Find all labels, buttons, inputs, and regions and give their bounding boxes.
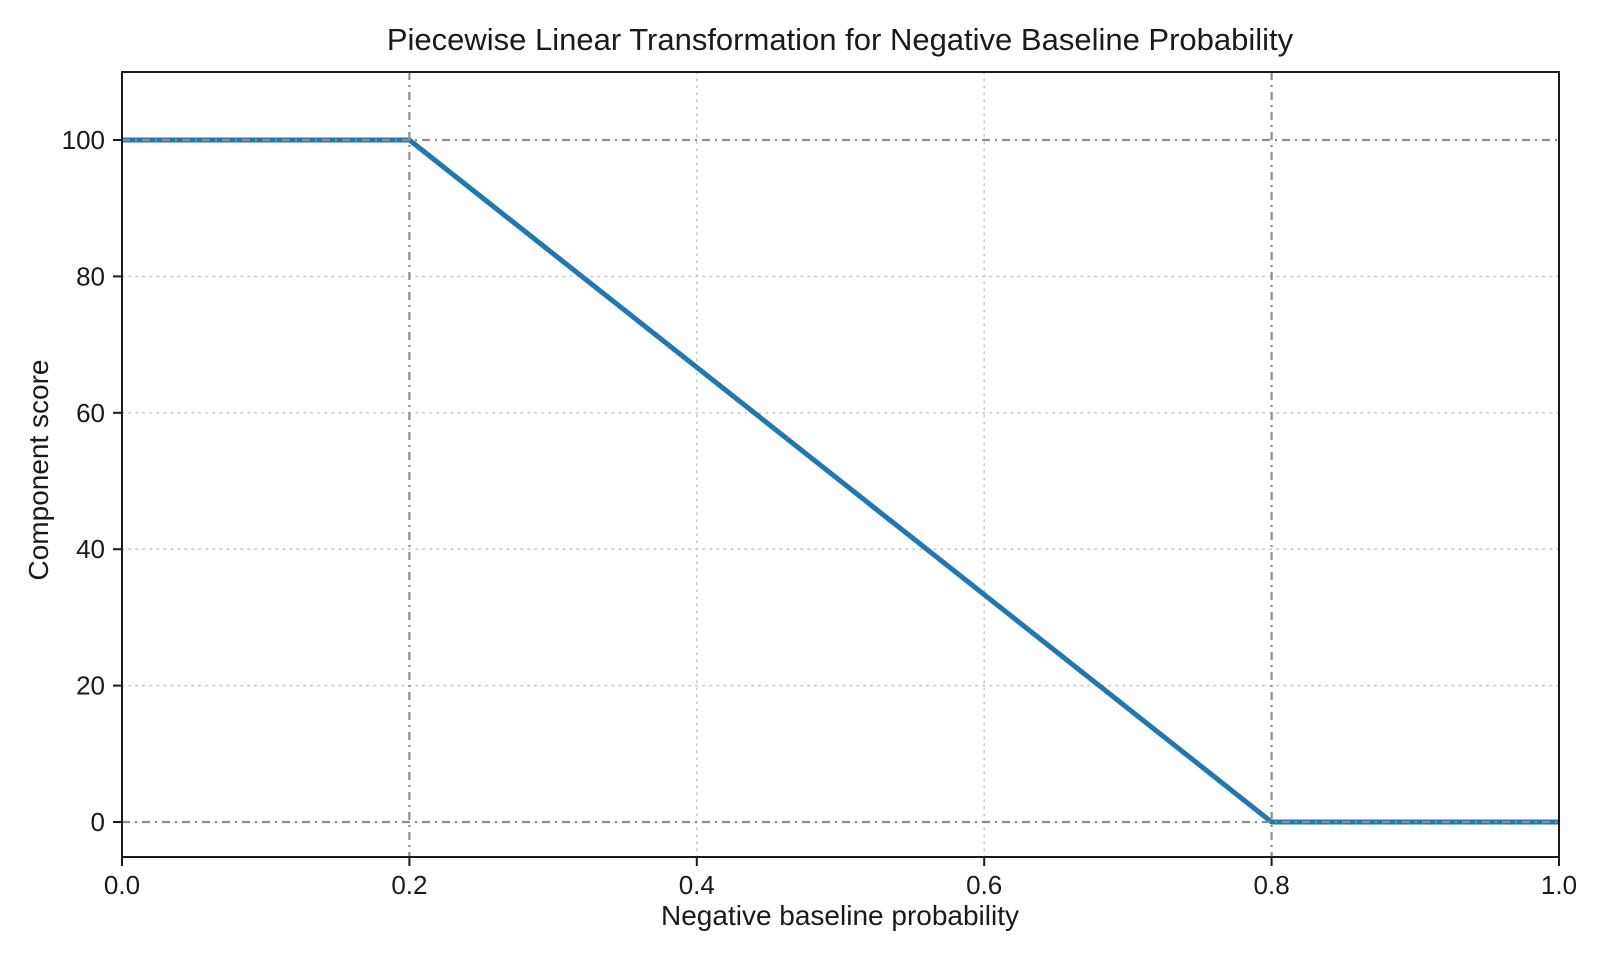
- y-tick-label: 80: [76, 261, 105, 291]
- y-tick-label: 100: [62, 125, 105, 155]
- x-tick-label: 0.0: [104, 870, 140, 900]
- y-tick-label: 60: [76, 398, 105, 428]
- plot-border: [121, 71, 1560, 858]
- y-tick-label: 0: [91, 807, 105, 837]
- x-axis-label: Negative baseline probability: [661, 900, 1019, 931]
- data-line-component-score: [122, 137, 1559, 825]
- x-tick-label: 0.6: [966, 870, 1002, 900]
- x-tick-label: 0.8: [1254, 870, 1290, 900]
- y-tick-label: 40: [76, 534, 105, 564]
- x-tick-label: 0.2: [391, 870, 427, 900]
- x-tick-label: 1.0: [1541, 870, 1577, 900]
- chart-title: Piecewise Linear Transformation for Nega…: [387, 22, 1294, 57]
- y-tick-label: 20: [76, 671, 105, 701]
- x-tick-label: 0.4: [679, 870, 715, 900]
- y-axis-label: Component score: [23, 359, 54, 580]
